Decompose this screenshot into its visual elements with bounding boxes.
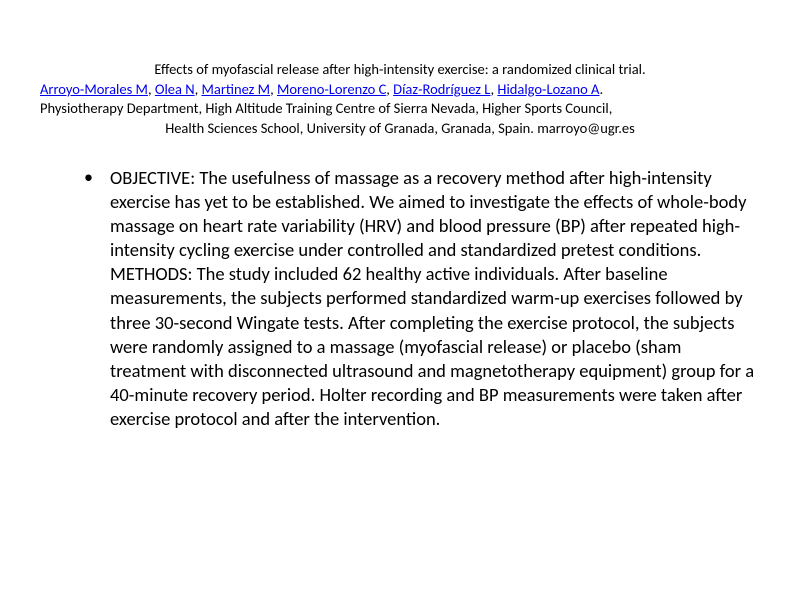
author-list: Arroyo-Morales M, Olea N, Martinez M, Mo… [40, 80, 760, 100]
separator: , [195, 80, 202, 98]
affiliation-line-1: Physiotherapy Department, High Altitude … [40, 99, 760, 119]
bullet-item: • OBJECTIVE: The usefulness of massage a… [84, 166, 760, 431]
slide: Effects of myofascial release after high… [0, 0, 800, 600]
author-link[interactable]: Arroyo-Morales M [40, 80, 148, 98]
period: . [599, 80, 603, 98]
separator: , [148, 80, 155, 98]
author-link[interactable]: Díaz-Rodríguez L [393, 80, 490, 98]
author-link[interactable]: Moreno-Lorenzo C [277, 80, 386, 98]
abstract-body: • OBJECTIVE: The usefulness of massage a… [40, 166, 760, 431]
citation-header: Effects of myofascial release after high… [40, 60, 760, 138]
abstract-text: OBJECTIVE: The usefulness of massage as … [110, 166, 760, 431]
author-link[interactable]: Martinez M [202, 80, 271, 98]
author-link[interactable]: Olea N [155, 80, 195, 98]
separator: , [270, 80, 277, 98]
author-link[interactable]: Hidalgo-Lozano A [497, 80, 599, 98]
affiliation-line-2: Health Sciences School, University of Gr… [40, 119, 760, 139]
bullet-marker: • [84, 166, 110, 431]
paper-title: Effects of myofascial release after high… [40, 60, 760, 80]
